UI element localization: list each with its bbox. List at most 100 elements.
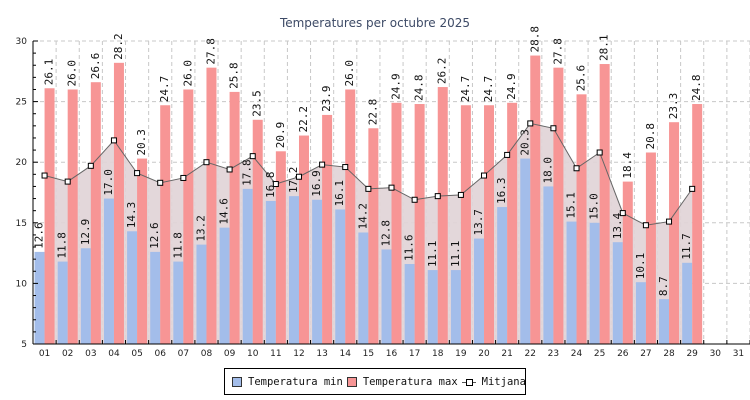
mean-marker xyxy=(504,151,511,158)
bar-min xyxy=(381,249,392,344)
bar-min xyxy=(566,221,577,344)
mean-marker xyxy=(110,137,117,144)
data-label-min: 17.2 xyxy=(287,167,300,194)
data-label-min: 11.1 xyxy=(426,241,439,268)
axes: 5 10 15 20 25 30 01 02 03 04 05 06 07 08 09 10 11 12 13 14 1… xyxy=(16,37,750,359)
mean-marker xyxy=(388,184,395,191)
data-label-min: 11.8 xyxy=(171,232,184,259)
x-tick-label: 25 xyxy=(594,349,605,359)
bar-min xyxy=(196,244,207,344)
x-tick-label: 15 xyxy=(363,349,374,359)
x-tick-label: 30 xyxy=(710,349,722,359)
y-tick-label: 25 xyxy=(16,98,27,108)
bar-max xyxy=(692,104,703,344)
legend-item-mean: Mitjana xyxy=(461,376,526,388)
x-tick-label: 28 xyxy=(663,349,675,359)
data-label-min: 12.6 xyxy=(148,222,161,249)
bar-max xyxy=(460,105,471,345)
data-label-min: 10.1 xyxy=(634,253,647,280)
bar-min xyxy=(57,261,68,344)
data-label-min: 12.9 xyxy=(79,219,92,246)
data-label-max: 24.7 xyxy=(158,76,171,103)
x-tick-label: 11 xyxy=(270,349,281,359)
x-tick-label: 18 xyxy=(432,349,444,359)
bar-max xyxy=(669,122,680,344)
bar-min xyxy=(80,248,91,344)
mean-marker xyxy=(295,173,302,180)
mean-marker xyxy=(272,181,279,188)
data-label-min: 12.6 xyxy=(33,222,46,249)
bar-max xyxy=(275,151,286,344)
bar-max xyxy=(507,102,518,344)
bar-max xyxy=(368,128,379,344)
y-tick-label: 15 xyxy=(16,219,27,229)
bar-min xyxy=(589,222,600,344)
bar-max xyxy=(44,88,55,344)
bar-min xyxy=(659,299,670,344)
mean-marker xyxy=(550,125,557,132)
data-label-max: 23.9 xyxy=(320,85,333,112)
x-tick-label: 21 xyxy=(501,349,512,359)
data-label-max: 26.1 xyxy=(43,59,56,85)
bar-max xyxy=(622,181,633,344)
x-tick-label: 31 xyxy=(733,349,744,359)
bar-max xyxy=(530,55,541,344)
data-label-min: 13.2 xyxy=(194,215,207,242)
data-label-min: 11.6 xyxy=(403,235,416,262)
mean-marker xyxy=(134,170,141,177)
y-tick-label: 20 xyxy=(16,158,28,168)
data-labels: 12.6 11.8 12.9 17.0 14.3 12.6 11.8 13.2 14.6 17.8… xyxy=(33,26,704,296)
data-label-max: 24.9 xyxy=(390,73,403,100)
data-label-min: 11.8 xyxy=(56,232,69,259)
bar-min xyxy=(612,242,623,344)
data-label-min: 13.7 xyxy=(472,209,485,236)
x-tick-label: 10 xyxy=(247,349,259,359)
data-label-min: 16.3 xyxy=(495,178,508,204)
data-label-min: 11.7 xyxy=(680,233,693,260)
data-label-max: 24.7 xyxy=(482,76,495,102)
mean-marker xyxy=(481,172,488,179)
data-label-max: 24.7 xyxy=(459,76,472,103)
data-label-max: 26.0 xyxy=(343,60,356,87)
bar-max xyxy=(137,158,148,344)
bar-min xyxy=(127,231,138,344)
bar-min xyxy=(682,262,693,344)
mean-marker xyxy=(365,185,372,192)
data-label-max: 18.4 xyxy=(621,152,634,179)
mean-marker xyxy=(157,179,164,186)
bar-max xyxy=(484,105,495,345)
x-tick-label: 20 xyxy=(478,349,490,359)
bar-min xyxy=(173,261,184,344)
data-label-max: 26.0 xyxy=(66,60,79,87)
bar-max xyxy=(206,67,217,344)
x-tick-label: 07 xyxy=(178,349,189,359)
data-label-min: 17.8 xyxy=(241,159,254,186)
legend-label-max: Temperatura max xyxy=(362,375,458,388)
bar-max xyxy=(391,102,402,344)
bar-min xyxy=(520,158,531,344)
data-label-max: 20.8 xyxy=(644,123,657,150)
data-label-min: 8.7 xyxy=(657,276,670,296)
mean-marker xyxy=(666,218,673,225)
legend-label-min: Temperatura min xyxy=(248,375,343,388)
x-tick-label: 13 xyxy=(316,349,327,359)
y-tick-label: 5 xyxy=(21,340,27,350)
bar-max xyxy=(437,87,448,344)
bar-max xyxy=(345,89,356,344)
x-tick-label: 06 xyxy=(154,349,166,359)
x-tick-label: 24 xyxy=(571,349,583,359)
x-tick-label: 05 xyxy=(131,349,142,359)
data-label-max: 20.3 xyxy=(135,129,148,156)
x-tick-label: 12 xyxy=(293,349,304,359)
data-label-max: 27.8 xyxy=(204,38,217,65)
data-label-min: 16.9 xyxy=(310,170,323,197)
bar-max xyxy=(645,152,656,344)
data-label-min: 15.1 xyxy=(565,192,578,219)
bar-min xyxy=(450,270,461,344)
data-label-max: 26.2 xyxy=(436,58,449,85)
chart-title: Temperatures per octubre 2025 xyxy=(279,16,471,30)
bar-max xyxy=(252,119,263,344)
mean-marker xyxy=(596,149,603,156)
bar-max xyxy=(414,104,425,344)
mean-marker xyxy=(642,222,649,229)
